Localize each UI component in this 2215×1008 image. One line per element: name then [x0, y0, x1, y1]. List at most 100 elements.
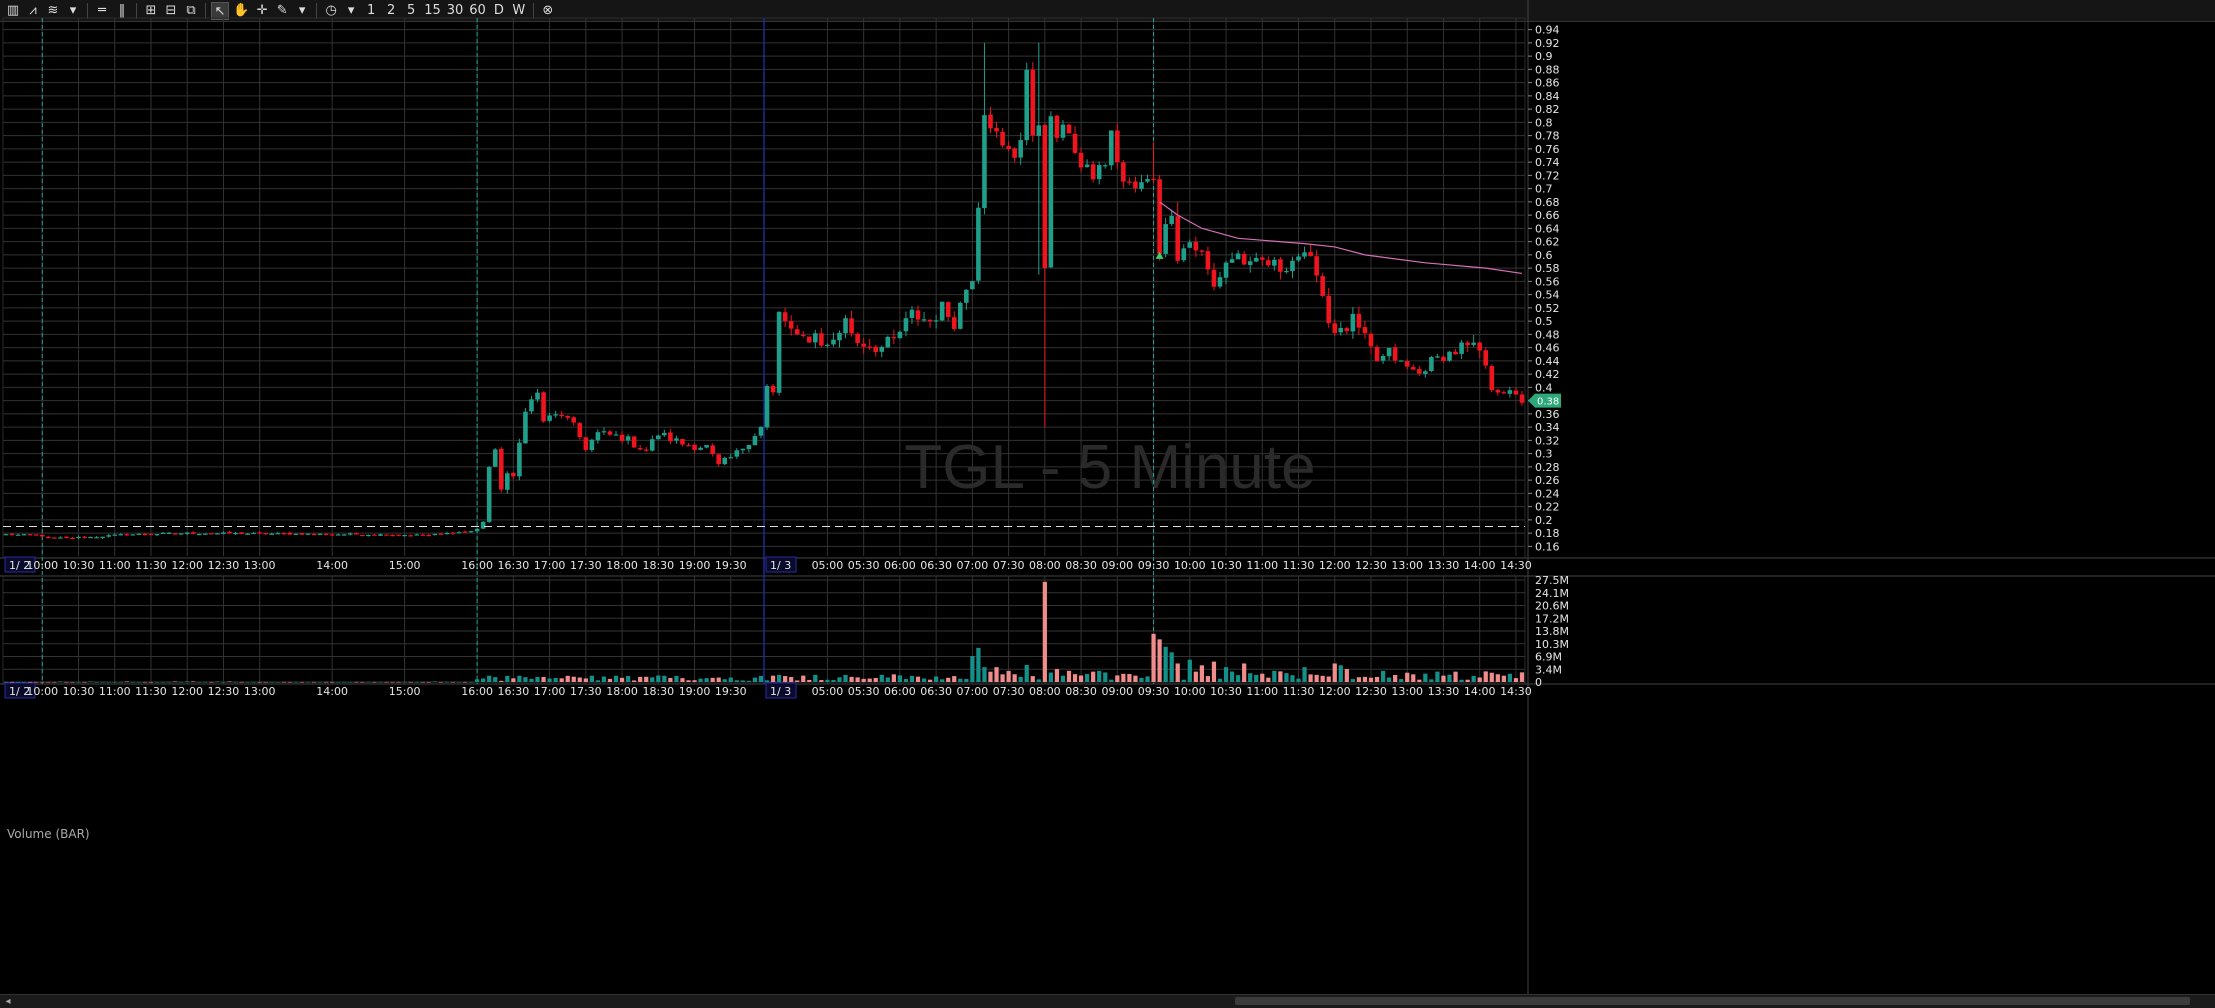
- candle-body: [1181, 248, 1187, 261]
- volume-bar: [1489, 672, 1494, 682]
- scrollbar-thumb[interactable]: [1235, 997, 2190, 1005]
- layout-config-icon[interactable]: ⧉: [186, 2, 196, 18]
- volume-bar: [1060, 675, 1066, 682]
- draw-pencil-icon[interactable]: ✎: [276, 2, 288, 18]
- volume-bar: [1314, 674, 1319, 682]
- candle-body: [1253, 257, 1259, 262]
- time-tick-label: 07:00: [957, 685, 989, 698]
- volume-bar: [148, 681, 154, 683]
- candle-body: [1205, 251, 1211, 270]
- price-tick-label: 0.64: [1535, 222, 1560, 235]
- volume-bar: [1441, 675, 1446, 682]
- candle-body: [269, 533, 275, 535]
- pointer-icon[interactable]: ↖: [211, 1, 229, 20]
- volume-bars: [3, 581, 1525, 683]
- hand-icon[interactable]: ✋: [233, 2, 250, 18]
- candle-body: [1380, 355, 1386, 361]
- candle-body: [921, 319, 927, 321]
- price-tick-label: 0.52: [1535, 302, 1560, 315]
- interval-w[interactable]: W: [512, 2, 526, 18]
- volume-bar: [801, 675, 806, 682]
- volume-tick-label: 17.2M: [1535, 612, 1569, 625]
- volume-bar: [776, 674, 782, 682]
- volume-tick-label: 6.9M: [1535, 651, 1562, 664]
- candle-body: [426, 534, 432, 537]
- chart-style-icon[interactable]: ≋: [47, 2, 59, 18]
- time-tick-label: 05:30: [848, 559, 880, 572]
- line-type-icon[interactable]: ⩘: [29, 2, 37, 18]
- horizontal-scrollbar[interactable]: ◂: [0, 994, 2215, 1008]
- volume-bar: [903, 678, 909, 682]
- horizontal-lines-icon[interactable]: ═: [98, 2, 106, 18]
- interval-30[interactable]: 30: [446, 2, 464, 18]
- volume-bar: [191, 681, 196, 683]
- volume-bar: [517, 675, 522, 682]
- time-tick-label: 07:30: [993, 559, 1025, 572]
- candle-body: [118, 534, 124, 536]
- volume-bar: [541, 676, 546, 682]
- clock-icon[interactable]: ◷: [325, 2, 337, 18]
- volume-bar: [934, 676, 939, 682]
- candle-body: [994, 128, 999, 132]
- candle-body: [1435, 356, 1440, 358]
- volume-tick-label: 20.6M: [1535, 600, 1569, 613]
- interval-2[interactable]: 2: [387, 2, 396, 18]
- volume-bar: [221, 681, 226, 683]
- time-tick-label: 17:30: [570, 685, 602, 698]
- candle-body: [776, 311, 782, 393]
- dropdown-arrow-icon[interactable]: ▾: [347, 2, 355, 18]
- layout-grid-icon[interactable]: ⊞: [145, 2, 157, 18]
- volume-bar: [783, 676, 788, 682]
- candle-body: [1266, 260, 1271, 266]
- interval-d[interactable]: D: [493, 2, 504, 18]
- vertical-lines-icon[interactable]: ‖: [118, 2, 126, 18]
- volume-bar: [1097, 670, 1102, 682]
- candle-body: [794, 329, 800, 335]
- volume-bar: [1338, 665, 1343, 682]
- candle-body: [1356, 313, 1362, 328]
- candle-type-icon[interactable]: ▥: [6, 2, 20, 18]
- interval-5[interactable]: 5: [407, 2, 416, 18]
- candle-body: [3, 534, 9, 536]
- volume-bar: [1411, 674, 1416, 682]
- volume-bar: [1260, 673, 1265, 682]
- interval-60[interactable]: 60: [469, 2, 486, 18]
- volume-bar: [613, 675, 619, 682]
- candle-body: [1259, 257, 1265, 260]
- candle-body: [631, 436, 637, 448]
- volume-bar: [185, 681, 190, 683]
- crosshair-icon[interactable]: ✛: [256, 2, 268, 18]
- volume-bar: [94, 681, 99, 683]
- candle-body: [462, 531, 468, 533]
- dropdown-arrow-icon[interactable]: ▾: [69, 2, 77, 18]
- candle-body: [178, 533, 184, 535]
- last-price-label: 0.38: [1537, 397, 1559, 408]
- price-tick-label: 0.18: [1535, 527, 1560, 540]
- candle-body: [909, 309, 915, 318]
- candle-body: [970, 281, 975, 290]
- candle-body: [1127, 181, 1132, 183]
- volume-bar: [674, 675, 679, 682]
- candle-body: [76, 536, 81, 539]
- volume-bar: [644, 676, 649, 682]
- layout-split-icon[interactable]: ⊟: [165, 2, 177, 18]
- volume-bar: [390, 681, 395, 683]
- candle-body: [1169, 215, 1174, 224]
- interval-15[interactable]: 15: [424, 2, 441, 18]
- time-tick-label: 15:00: [389, 685, 421, 698]
- volume-bar: [1477, 677, 1482, 682]
- candle-body: [293, 533, 299, 535]
- volume-bar: [1417, 679, 1422, 682]
- close-circle-icon[interactable]: ⊗: [542, 2, 554, 18]
- volume-bar: [348, 681, 353, 683]
- interval-1[interactable]: 1: [367, 2, 376, 18]
- candle-body: [752, 436, 758, 446]
- candle-body: [1404, 360, 1410, 367]
- time-tick-label: 13:00: [1391, 685, 1423, 698]
- volume-bar: [1036, 679, 1041, 682]
- price-tick-label: 0.94: [1535, 24, 1560, 37]
- dropdown-arrow-icon[interactable]: ▾: [298, 2, 306, 18]
- scroll-left-arrow-icon[interactable]: ◂: [5, 996, 11, 1007]
- volume-bar: [1368, 677, 1374, 682]
